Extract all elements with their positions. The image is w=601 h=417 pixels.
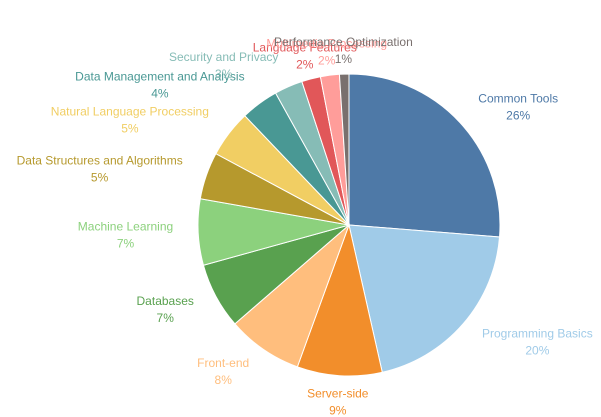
slice-percent: 3% <box>215 67 233 81</box>
slice-label-performance-optimization: Performance Optimization 1% <box>274 35 413 66</box>
slice-label-programming-basics: Programming Basics 20% <box>482 326 593 357</box>
slice-label-common-tools: Common Tools 26% <box>478 92 558 123</box>
slice-percent: 2% <box>296 58 314 72</box>
slice-name: Front-end <box>197 356 249 370</box>
slice-label-data-structures-and-algorithms: Data Structures and Algorithms 5% <box>17 153 183 184</box>
slice-percent: 8% <box>215 373 233 387</box>
slice-label-data-management-and-analysis: Data Management and Analysis 4% <box>75 69 244 100</box>
slice-label-machine-learning: Machine Learning 7% <box>78 219 173 250</box>
slice-name: Language Features <box>253 41 357 55</box>
pie-slices <box>197 73 501 377</box>
slice-percent: 7% <box>157 311 175 325</box>
slice-name: Machine Learning <box>78 219 173 233</box>
slice-name: Security and Privacy <box>169 50 278 64</box>
slice-percent: 5% <box>91 170 109 184</box>
slice-percent: 1% <box>335 52 353 66</box>
slice-label-language-features: Language Features 2% <box>253 41 357 72</box>
slice-percent: 26% <box>506 109 530 123</box>
slice-percent: 4% <box>151 86 169 100</box>
pie-slice-programming-basics <box>348 224 501 373</box>
slice-name: Natural Language Processing <box>51 104 209 118</box>
slice-name: Server-side <box>307 387 369 401</box>
slice-label-server-side: Server-side 9% <box>307 387 369 417</box>
slice-label-security-and-privacy: Security and Privacy 3% <box>169 50 278 81</box>
slice-label-databases: Databases 7% <box>137 294 194 325</box>
slice-name: Performance Optimization <box>274 35 413 49</box>
pie-labels: Common Tools 26% Programming Basics 20% Serv… <box>17 35 593 417</box>
slice-percent: 9% <box>329 404 347 417</box>
slice-percent: 20% <box>525 343 549 357</box>
pie-slice-performance-optimization <box>338 73 350 226</box>
slice-label-front-end: Front-end 8% <box>197 356 249 387</box>
slice-percent: 7% <box>117 236 135 250</box>
pie-slice-common-tools <box>348 73 501 238</box>
slice-name: Data Structures and Algorithms <box>17 153 183 167</box>
slice-label-natural-language-processing: Natural Language Processing 5% <box>51 104 209 135</box>
pie-slice-server-side <box>296 223 383 377</box>
slice-name: Databases <box>137 294 194 308</box>
slice-label-multimedia-processing: Multimedia Processing 2% <box>266 36 387 67</box>
slice-percent: 2% <box>318 53 336 67</box>
slice-name: Programming Basics <box>482 326 593 340</box>
slice-name: Common Tools <box>478 92 558 106</box>
slice-name: Multimedia Processing <box>266 36 387 50</box>
slice-percent: 5% <box>121 121 139 135</box>
slice-name: Data Management and Analysis <box>75 69 244 83</box>
